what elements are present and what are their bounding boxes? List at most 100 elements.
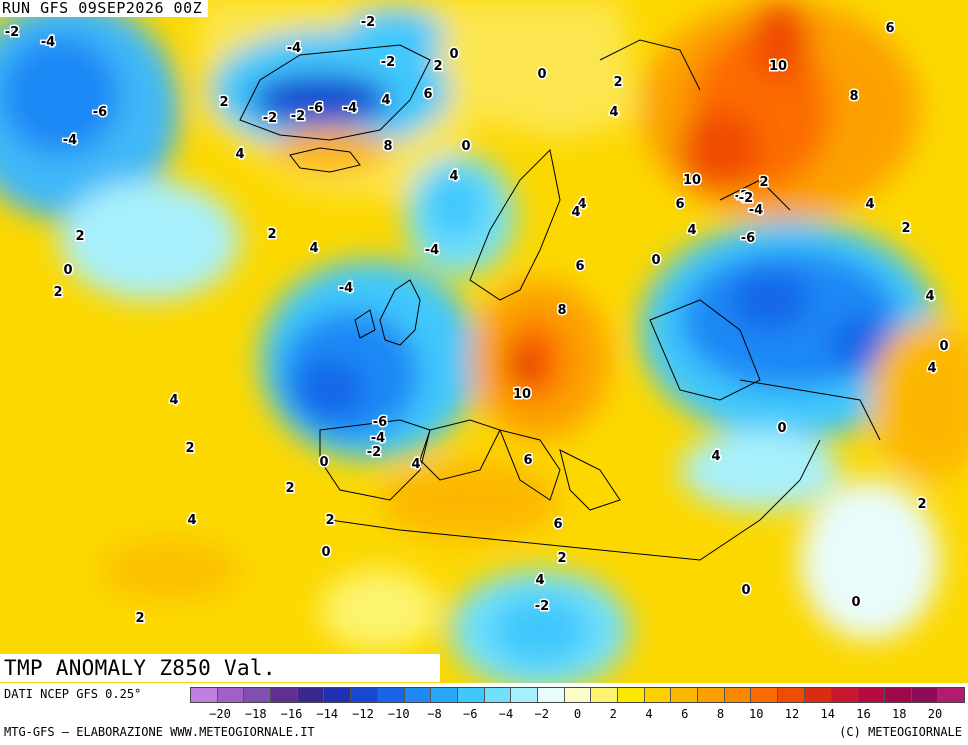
contour-value-label: 0 xyxy=(449,47,458,62)
contour-value-label: 2 xyxy=(433,59,442,74)
contour-value-label: 2 xyxy=(901,221,910,236)
color-scale-ticks: −20 −18 −16 −14 −12 −10 −8 −6 −4 −2 0 2 4 6 8 10 12 14 16 1… xyxy=(190,707,965,721)
contour-value-label: -4 xyxy=(371,431,385,446)
scale-tick-label: 2 xyxy=(609,707,617,721)
contour-value-label: 4 xyxy=(309,241,318,256)
contour-value-label: 4 xyxy=(449,169,458,184)
scale-tick-label: −18 xyxy=(244,707,267,721)
contour-value-label: -2 xyxy=(381,55,395,70)
scale-tick-label: −10 xyxy=(387,707,410,721)
contour-value-label: 4 xyxy=(169,393,178,408)
contour-value-label: 0 xyxy=(537,67,546,82)
contour-value-label: 0 xyxy=(939,339,948,354)
contour-value-label: 4 xyxy=(411,457,420,472)
color-swatch xyxy=(217,688,245,702)
contour-value-label: -2 xyxy=(291,109,305,124)
contour-value-label: 4 xyxy=(381,93,390,108)
contour-value-label: -4 xyxy=(749,203,763,218)
color-swatch xyxy=(618,688,645,702)
contour-value-label: 4 xyxy=(609,105,618,120)
color-swatch xyxy=(804,688,832,702)
contour-value-label: 0 xyxy=(741,583,750,598)
contour-value-label: 4 xyxy=(687,223,696,238)
contour-value-label: 6 xyxy=(885,21,894,36)
scale-tick-label: 20 xyxy=(927,707,943,721)
contour-value-label: 0 xyxy=(851,595,860,610)
contour-value-label: 2 xyxy=(267,227,276,242)
contour-value-label: 6 xyxy=(523,453,532,468)
color-swatch xyxy=(938,688,964,702)
scale-tick-label: 10 xyxy=(749,707,764,721)
color-swatch xyxy=(404,688,432,702)
contour-value-label: 0 xyxy=(651,253,660,268)
contour-value-label: 4 xyxy=(187,513,196,528)
scale-tick-label: −6 xyxy=(463,707,478,721)
scale-tick-label: 16 xyxy=(856,707,871,721)
color-swatch xyxy=(671,688,699,702)
contour-value-label: 10 xyxy=(769,59,787,74)
contour-value-label: 6 xyxy=(675,197,684,212)
color-swatch xyxy=(271,688,298,702)
contour-value-label: 0 xyxy=(461,139,470,154)
color-swatch xyxy=(431,688,458,702)
color-swatch xyxy=(911,688,939,702)
credits: MTG-GFS — ELABORAZIONE WWW.METEOGIORNALE… xyxy=(4,725,315,739)
color-swatch xyxy=(484,688,512,702)
contour-value-label: -4 xyxy=(287,41,301,56)
contour-value-label: 2 xyxy=(917,497,926,512)
color-swatch xyxy=(377,688,405,702)
contour-value-label: 4 xyxy=(535,573,544,588)
contour-value-label: -2 xyxy=(739,191,753,206)
color-swatch xyxy=(537,688,565,702)
color-swatch xyxy=(591,688,618,702)
color-swatch xyxy=(457,688,485,702)
color-swatch xyxy=(297,688,325,702)
contour-value-label: 6 xyxy=(423,87,432,102)
contour-value-label: 2 xyxy=(759,175,768,190)
scale-tick-label: 6 xyxy=(681,707,689,721)
color-swatch xyxy=(324,688,352,702)
anomaly-field xyxy=(0,0,968,683)
color-scale-bar xyxy=(190,687,965,703)
color-swatch xyxy=(351,688,378,702)
color-swatch xyxy=(884,688,912,702)
color-swatch xyxy=(511,688,538,702)
scale-tick-label: 14 xyxy=(820,707,835,721)
contour-value-label: -6 xyxy=(373,415,387,430)
contour-value-label: 4 xyxy=(235,147,244,162)
contour-value-label: 4 xyxy=(711,449,720,464)
scale-tick-label: 8 xyxy=(716,707,725,721)
run-label: RUN GFS 09SEP2026 00Z xyxy=(0,0,209,17)
contour-value-label: 4 xyxy=(571,205,580,220)
contour-value-label: 2 xyxy=(53,285,62,300)
color-swatch xyxy=(831,688,859,702)
contour-value-label: -2 xyxy=(535,599,549,614)
contour-value-label: -6 xyxy=(309,101,323,116)
contour-value-label: -4 xyxy=(41,35,55,50)
scale-tick-label: −8 xyxy=(427,707,442,721)
contour-value-label: 2 xyxy=(75,229,84,244)
contour-value-label: 8 xyxy=(557,303,566,318)
contour-value-label: 2 xyxy=(185,441,194,456)
contour-value-label: 4 xyxy=(865,197,874,212)
scale-tick-label: 18 xyxy=(892,707,907,721)
contour-value-label: -4 xyxy=(343,101,357,116)
contour-value-label: 0 xyxy=(777,421,786,436)
contour-value-label: 6 xyxy=(553,517,562,532)
copyright: (C) METEOGIORNALE xyxy=(839,725,962,739)
contour-value-label: 10 xyxy=(683,173,701,188)
scale-tick-label: −16 xyxy=(280,707,303,721)
contour-value-label: -6 xyxy=(93,105,107,120)
contour-value-label: 10 xyxy=(513,387,531,402)
color-swatch xyxy=(191,688,218,702)
contour-value-label: 2 xyxy=(219,95,228,110)
contour-value-label: -6 xyxy=(741,231,755,246)
contour-value-label: 8 xyxy=(383,139,392,154)
scale-tick-label: −20 xyxy=(209,707,231,721)
contour-value-label: 6 xyxy=(575,259,584,274)
contour-value-label: 0 xyxy=(321,545,330,560)
contour-value-label: 2 xyxy=(557,551,566,566)
contour-value-label: -2 xyxy=(361,15,375,30)
